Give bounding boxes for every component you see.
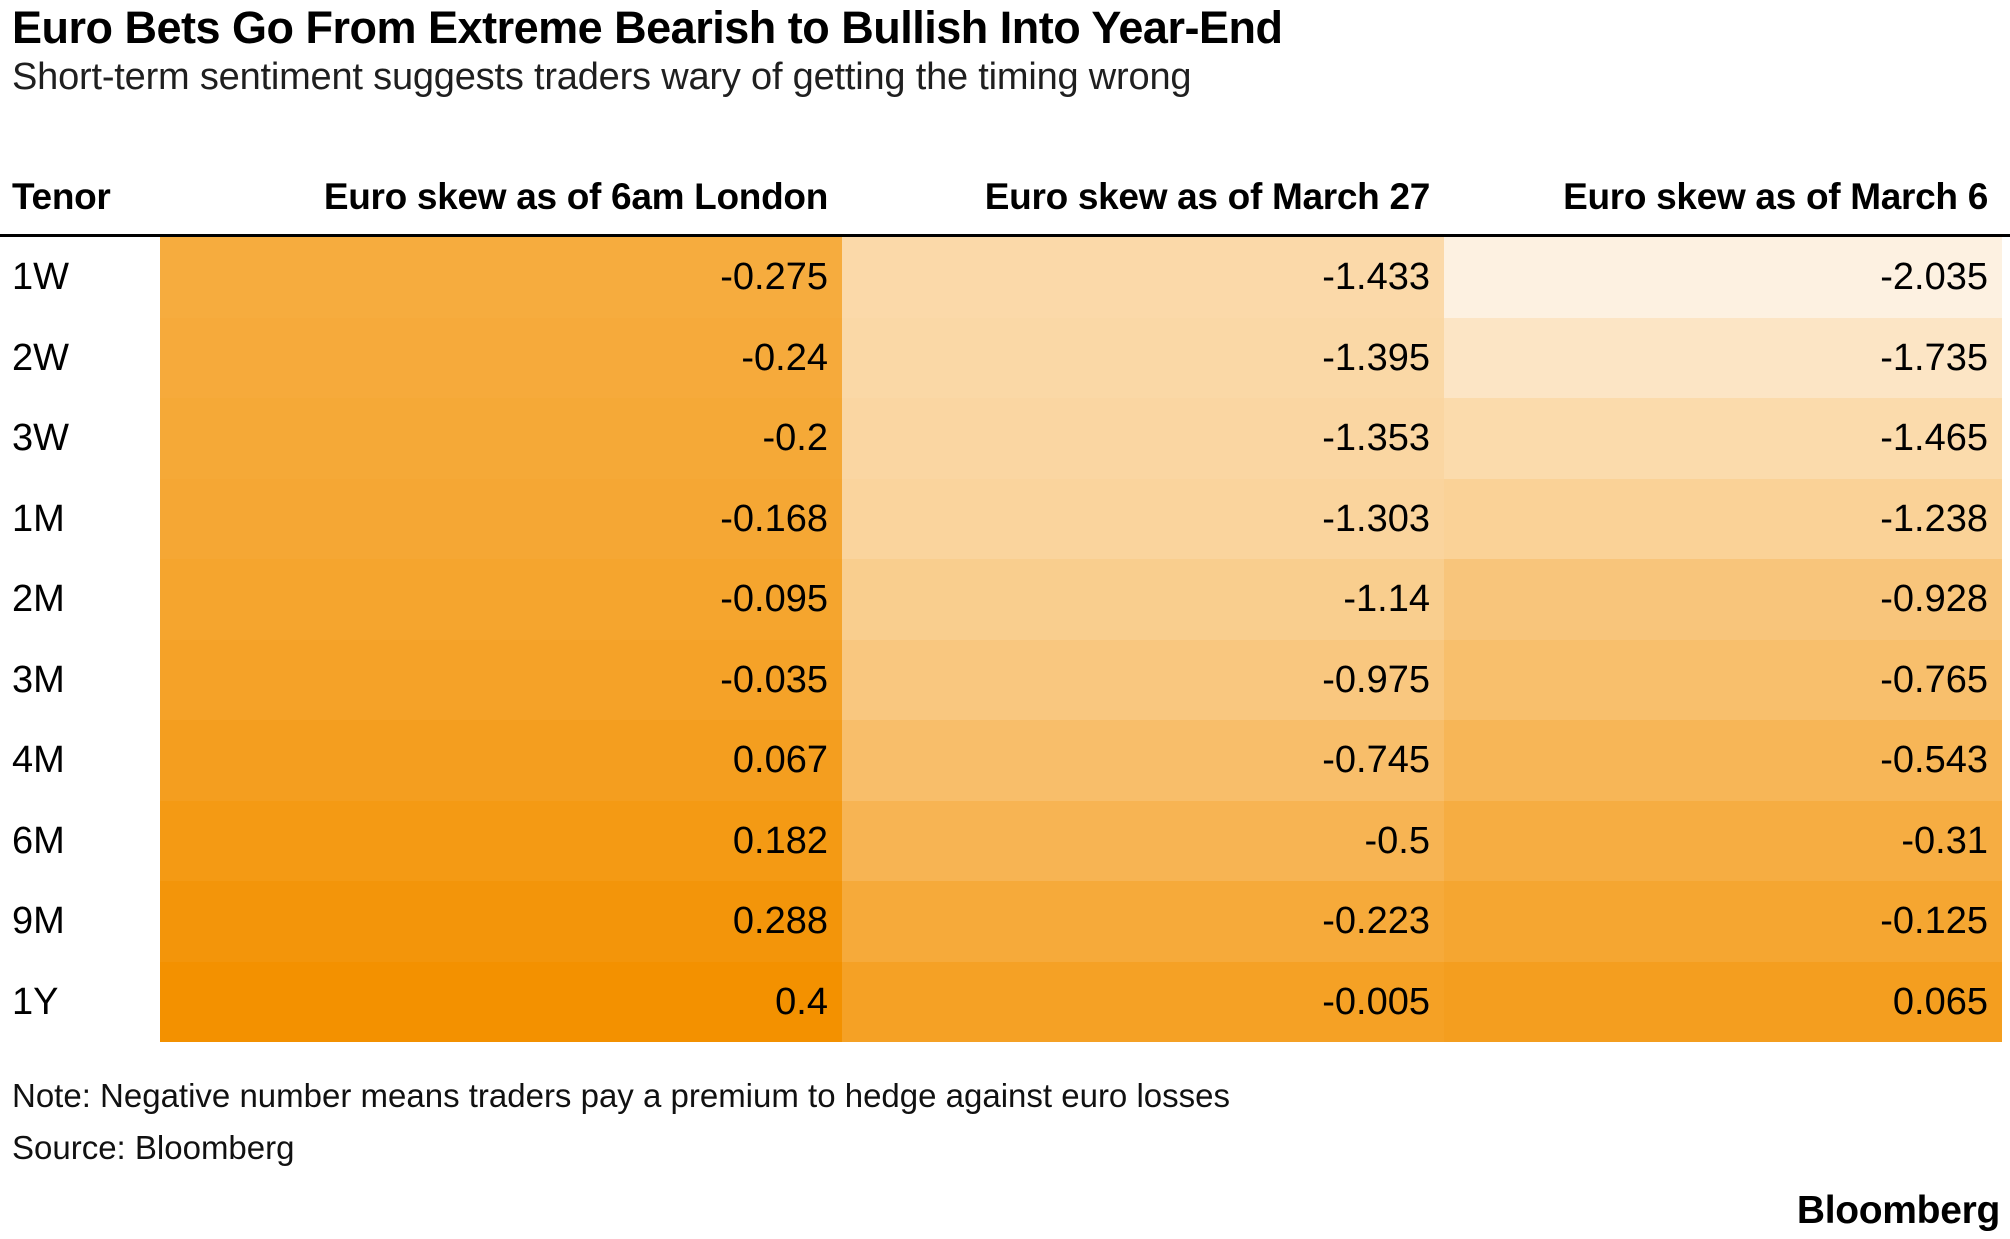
value-cell: -0.543: [1444, 720, 2002, 801]
value-cell: 0.067: [160, 720, 842, 801]
value-cell: -0.095: [160, 559, 842, 640]
header-divider-line: [0, 234, 2010, 237]
table-row: 2W -0.24 -1.395 -1.735: [0, 317, 2002, 398]
tenor-cell: 1W: [0, 237, 160, 318]
value-cell: -0.223: [842, 881, 1444, 962]
bloomberg-logo: Bloomberg: [1796, 1189, 2000, 1232]
value-cell: -0.275: [160, 237, 842, 318]
value-cell: -0.125: [1444, 881, 2002, 962]
table-row: 3W -0.2 -1.353 -1.465: [0, 398, 2002, 479]
table-row: 4M 0.067 -0.745 -0.543: [0, 720, 2002, 801]
tenor-cell: 1Y: [0, 961, 160, 1042]
value-cell: -1.303: [842, 478, 1444, 559]
value-cell: 0.4: [160, 961, 842, 1042]
value-cell: -0.5: [842, 800, 1444, 881]
table-row: 1W -0.275 -1.433 -2.035: [0, 237, 2002, 318]
tenor-cell: 6M: [0, 800, 160, 881]
value-cell: -1.238: [1444, 478, 2002, 559]
table-row: 9M 0.288 -0.223 -0.125: [0, 881, 2002, 962]
column-header-march-27: Euro skew as of March 27: [984, 176, 1431, 217]
column-header-tenor: Tenor: [12, 176, 111, 217]
tenor-cell: 1M: [0, 478, 160, 559]
tenor-cell: 9M: [0, 881, 160, 962]
value-cell: -1.14: [842, 559, 1444, 640]
table-header-row: Tenor Euro skew as of 6am London Euro sk…: [0, 0, 2002, 234]
table-row: 1Y 0.4 -0.005 0.065: [0, 961, 2002, 1042]
value-cell: -0.745: [842, 720, 1444, 801]
value-cell: -1.395: [842, 317, 1444, 398]
table-row: 2M -0.095 -1.14 -0.928: [0, 559, 2002, 640]
chart-title: Euro Bets Go From Extreme Bearish to Bul…: [12, 2, 1283, 53]
table-row: 1M -0.168 -1.303 -1.238: [0, 478, 2002, 559]
value-cell: 0.182: [160, 800, 842, 881]
value-cell: -0.31: [1444, 800, 2002, 881]
value-cell: -0.168: [160, 478, 842, 559]
table-rows: 1W -0.275 -1.433 -2.035 2W -0.24 -1.395 -1.735 3…: [0, 237, 2002, 1042]
value-cell: -1.433: [842, 237, 1444, 318]
table-row: 3M -0.035 -0.975 -0.765: [0, 639, 2002, 720]
tenor-cell: 4M: [0, 720, 160, 801]
value-cell: -1.465: [1444, 398, 2002, 479]
value-cell: -0.005: [842, 961, 1444, 1042]
table-row: 6M 0.182 -0.5 -0.31: [0, 800, 2002, 881]
value-cell: -0.765: [1444, 639, 2002, 720]
value-cell: -0.2: [160, 398, 842, 479]
value-cell: -1.735: [1444, 317, 2002, 398]
chart-subtitle: Short-term sentiment suggests traders wa…: [12, 56, 1192, 98]
value-cell: -0.035: [160, 639, 842, 720]
value-cell: -0.24: [160, 317, 842, 398]
tenor-cell: 2W: [0, 317, 160, 398]
value-cell: 0.288: [160, 881, 842, 962]
value-cell: 0.065: [1444, 961, 2002, 1042]
column-header-6am-london: Euro skew as of 6am London: [323, 176, 828, 217]
tenor-cell: 3M: [0, 639, 160, 720]
column-header-march-6: Euro skew as of March 6: [1563, 176, 1988, 217]
tenor-cell: 3W: [0, 398, 160, 479]
chart-footnote: Note: Negative number means traders pay …: [12, 1070, 1230, 1174]
tenor-cell: 2M: [0, 559, 160, 640]
value-cell: -1.353: [842, 398, 1444, 479]
note-text: Note: Negative number means traders pay …: [12, 1077, 1230, 1114]
value-cell: -0.975: [842, 639, 1444, 720]
value-cell: -0.928: [1444, 559, 2002, 640]
value-cell: -2.035: [1444, 237, 2002, 318]
source-text: Source: Bloomberg: [12, 1129, 295, 1166]
